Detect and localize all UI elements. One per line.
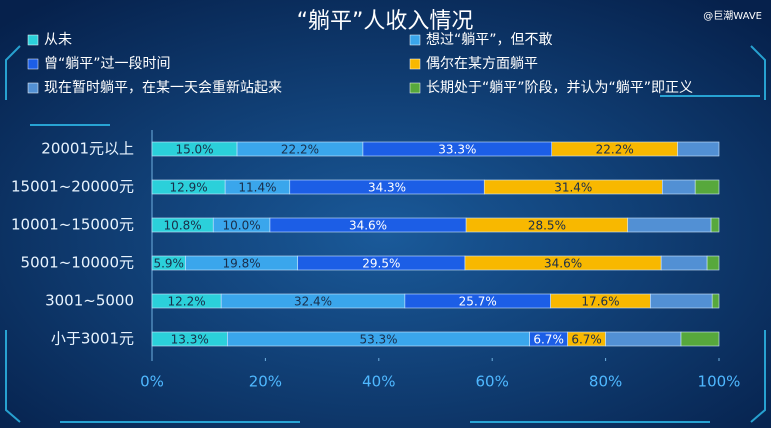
value-label: 11.4% bbox=[238, 181, 276, 195]
bar-segment bbox=[627, 217, 712, 233]
frame bbox=[5, 45, 766, 423]
y-tick-label: 10001~15000元 bbox=[11, 216, 134, 234]
value-label: 10.8% bbox=[164, 219, 202, 233]
chart-title: “躺平”人收入情况 bbox=[297, 9, 474, 34]
bar-segment bbox=[605, 331, 682, 347]
legend-label: 现在暂时躺平，在某一天会重新站起来 bbox=[44, 80, 282, 96]
legend-swatch bbox=[409, 82, 421, 94]
bar-segment bbox=[677, 141, 720, 157]
value-label: 33.3% bbox=[438, 143, 476, 157]
bar-segment bbox=[710, 217, 720, 233]
y-tick-label: 小于3001元 bbox=[51, 330, 134, 348]
bar-segment bbox=[650, 293, 713, 309]
value-label: 13.3% bbox=[171, 333, 209, 347]
value-label: 6.7% bbox=[533, 333, 564, 347]
value-label: 19.8% bbox=[223, 257, 261, 271]
y-tick-label: 3001~5000 bbox=[45, 292, 134, 310]
value-label: 12.2% bbox=[168, 295, 206, 309]
value-label: 25.7% bbox=[459, 295, 497, 309]
value-label: 34.6% bbox=[544, 257, 582, 271]
value-label: 53.3% bbox=[359, 333, 397, 347]
value-label: 34.3% bbox=[368, 181, 406, 195]
legend-label: 从未 bbox=[44, 32, 72, 48]
value-label: 17.6% bbox=[581, 295, 619, 309]
legend-swatch bbox=[27, 58, 39, 70]
bar-segment bbox=[711, 293, 720, 309]
bar-segment bbox=[661, 179, 696, 195]
legend-label: 偶尔在某方面躺平 bbox=[426, 56, 538, 72]
y-tick-label: 15001~20000元 bbox=[11, 178, 134, 196]
value-label: 6.7% bbox=[571, 333, 602, 347]
value-label: 12.9% bbox=[170, 181, 208, 195]
x-tick-label: 80% bbox=[589, 373, 622, 391]
legend-label: 长期处于“躺平”阶段，并认为“躺平”即正义 bbox=[426, 80, 693, 96]
x-tick-label: 100% bbox=[698, 373, 741, 391]
x-tick-label: 40% bbox=[362, 373, 395, 391]
value-label: 32.4% bbox=[294, 295, 332, 309]
value-label: 15.0% bbox=[175, 143, 213, 157]
legend-label: 想过“躺平”，但不敢 bbox=[426, 32, 553, 48]
legend-swatch bbox=[409, 58, 421, 70]
x-tick-label: 60% bbox=[476, 373, 509, 391]
bar-segment bbox=[706, 255, 720, 271]
y-tick-label: 20001元以上 bbox=[41, 140, 134, 158]
x-tick-label: 0% bbox=[140, 373, 164, 391]
legend-swatch bbox=[27, 34, 39, 46]
bar-segment bbox=[680, 331, 720, 347]
legend-label: 曾“躺平”过一段时间 bbox=[44, 56, 171, 72]
legend-swatch bbox=[409, 34, 421, 46]
value-label: 28.5% bbox=[528, 219, 566, 233]
value-label: 10.0% bbox=[223, 219, 261, 233]
legend-swatch bbox=[27, 82, 39, 94]
value-label: 22.2% bbox=[596, 143, 634, 157]
y-tick-label: 5001~10000元 bbox=[21, 254, 134, 272]
value-label: 34.6% bbox=[349, 219, 387, 233]
watermark: @巨潮WAVE bbox=[703, 9, 762, 22]
value-label: 5.9% bbox=[153, 257, 184, 271]
x-tick-label: 20% bbox=[249, 373, 282, 391]
value-label: 29.5% bbox=[362, 257, 400, 271]
bar-segment bbox=[694, 179, 720, 195]
value-label: 22.2% bbox=[281, 143, 319, 157]
bar-segment bbox=[660, 255, 708, 271]
value-label: 31.4% bbox=[554, 181, 592, 195]
